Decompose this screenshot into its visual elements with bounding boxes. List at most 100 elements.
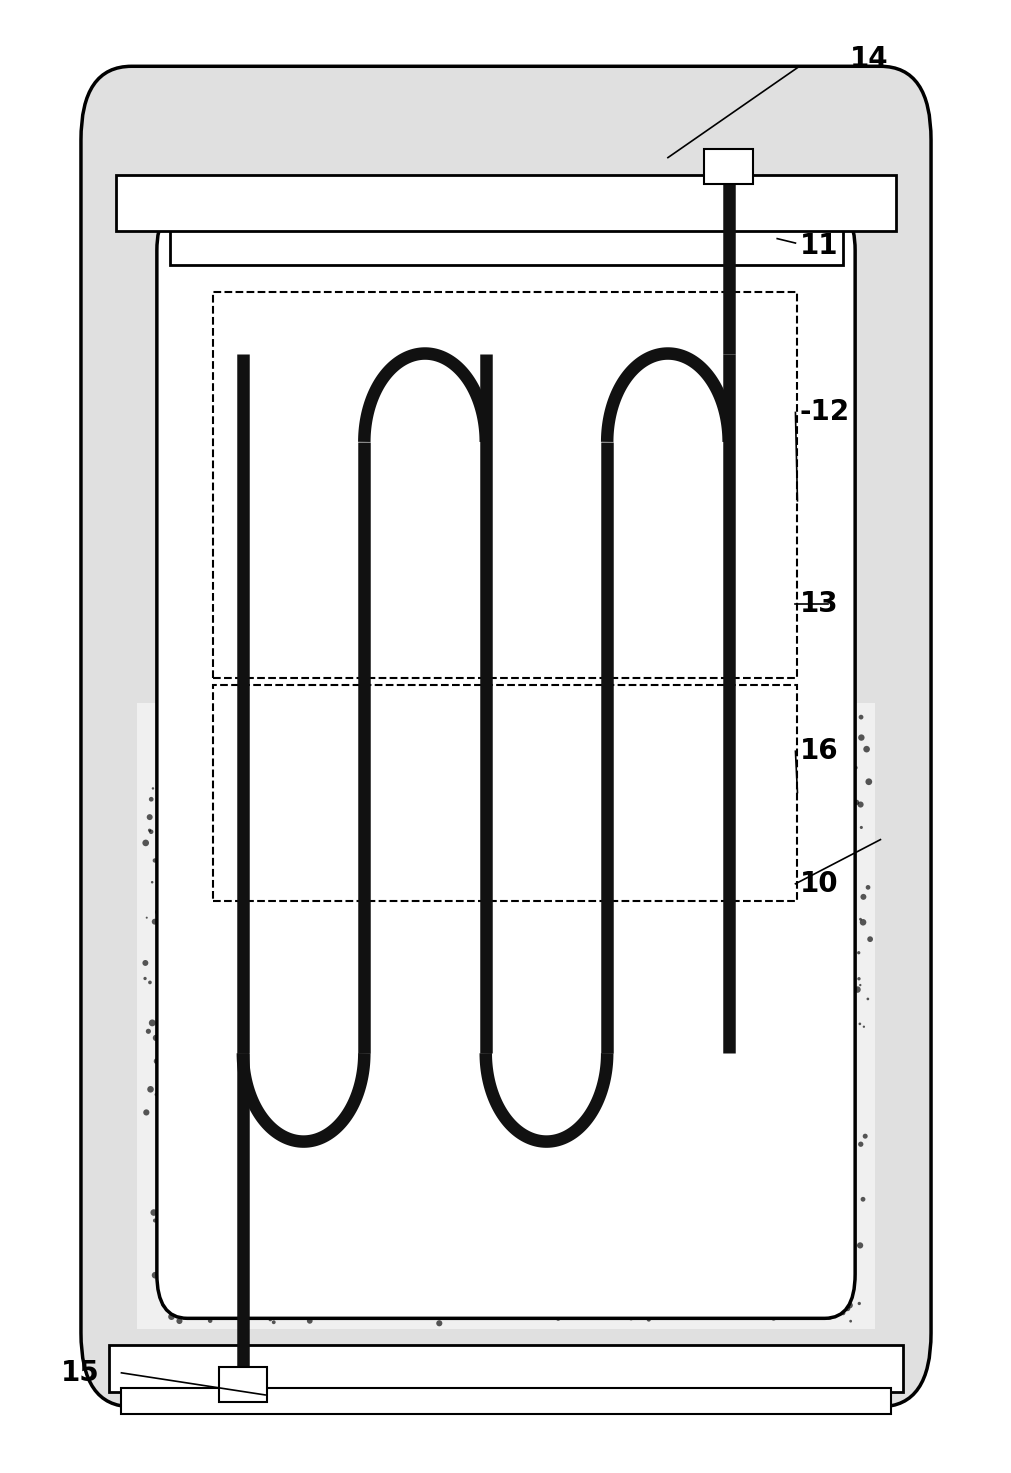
Point — [477, 1058, 493, 1081]
Point — [310, 1103, 327, 1127]
Point — [468, 1289, 484, 1312]
Point — [587, 1044, 604, 1068]
Point — [286, 1211, 302, 1234]
Point — [583, 1056, 600, 1080]
Point — [569, 1112, 585, 1136]
Point — [195, 779, 211, 803]
Point — [722, 809, 738, 832]
Point — [685, 935, 702, 959]
Point — [664, 1248, 680, 1271]
Point — [337, 1287, 353, 1311]
Point — [198, 1089, 214, 1112]
Point — [323, 1142, 339, 1165]
Point — [752, 1036, 768, 1059]
Point — [398, 1268, 415, 1292]
Point — [499, 725, 516, 748]
Point — [184, 1034, 200, 1058]
Point — [654, 735, 670, 759]
Point — [480, 1112, 496, 1136]
Point — [680, 1259, 697, 1283]
Point — [568, 996, 584, 1019]
Point — [824, 1293, 840, 1317]
Point — [235, 1220, 251, 1243]
Point — [403, 928, 420, 952]
Point — [565, 1053, 581, 1077]
Point — [856, 1124, 872, 1147]
Text: 11: 11 — [799, 231, 837, 261]
Point — [194, 875, 210, 899]
Point — [593, 1158, 610, 1181]
Point — [404, 1233, 421, 1256]
Point — [266, 1215, 282, 1239]
Point — [369, 912, 385, 935]
Point — [296, 1008, 312, 1031]
Point — [820, 711, 836, 735]
Point — [366, 1254, 382, 1277]
Point — [695, 1164, 711, 1187]
Point — [556, 1231, 572, 1255]
Point — [612, 1118, 628, 1142]
Point — [307, 947, 324, 971]
Point — [260, 759, 276, 782]
Point — [496, 913, 513, 937]
Point — [212, 876, 228, 900]
Point — [623, 968, 639, 991]
Point — [514, 900, 530, 924]
Point — [420, 725, 436, 748]
Point — [152, 800, 168, 823]
Point — [198, 1130, 214, 1153]
Point — [440, 938, 456, 962]
Point — [768, 982, 785, 1006]
Point — [239, 1041, 255, 1065]
Point — [512, 1059, 528, 1083]
Point — [501, 935, 518, 959]
Point — [182, 1081, 198, 1105]
Point — [584, 916, 601, 940]
Point — [346, 1046, 362, 1069]
Point — [225, 940, 242, 963]
Point — [640, 1308, 656, 1332]
Point — [859, 875, 876, 899]
Point — [594, 1033, 611, 1056]
Point — [338, 1305, 354, 1329]
Point — [478, 1024, 494, 1047]
Point — [401, 750, 418, 773]
Point — [266, 1153, 282, 1177]
Point — [782, 841, 798, 865]
Point — [343, 862, 359, 885]
Point — [379, 698, 395, 722]
Point — [637, 1243, 653, 1267]
Point — [272, 900, 288, 924]
Point — [381, 866, 397, 890]
Point — [374, 968, 390, 991]
Point — [537, 978, 553, 1002]
Point — [839, 1128, 855, 1152]
Point — [836, 947, 852, 971]
Point — [785, 716, 801, 739]
Point — [306, 735, 323, 759]
Point — [728, 887, 744, 910]
Point — [385, 1015, 401, 1038]
Point — [839, 1034, 855, 1058]
Point — [167, 742, 183, 766]
Point — [784, 1117, 800, 1140]
Point — [640, 896, 656, 919]
Point — [388, 1103, 404, 1127]
Point — [760, 825, 776, 848]
Point — [296, 1240, 312, 1264]
Point — [649, 888, 665, 912]
Point — [848, 978, 864, 1002]
Point — [381, 762, 397, 785]
Point — [486, 834, 502, 857]
Point — [676, 1237, 693, 1261]
Point — [355, 1261, 371, 1284]
Point — [426, 1280, 442, 1304]
Point — [818, 1177, 834, 1200]
Point — [139, 1100, 155, 1124]
Point — [175, 810, 191, 834]
Point — [852, 816, 868, 840]
Point — [758, 1143, 774, 1167]
Point — [493, 722, 510, 745]
Point — [800, 1242, 816, 1265]
Point — [810, 866, 826, 890]
